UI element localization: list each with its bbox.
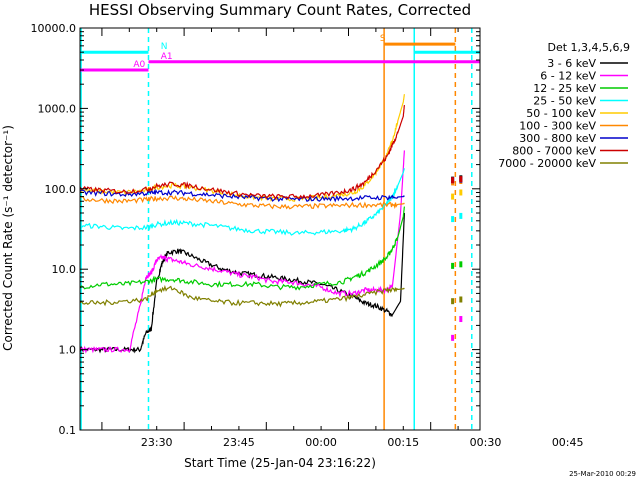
x-tick-label: 00:30	[470, 436, 502, 449]
flag-label: A1	[161, 52, 173, 62]
legend-label: 6 - 12 keV	[540, 70, 596, 83]
x-tick-label: 00:00	[305, 436, 337, 449]
post-gap-point	[459, 212, 463, 219]
series-line	[79, 168, 405, 236]
chart-title: HESSI Observing Summary Count Rates, Cor…	[89, 1, 471, 19]
legend-label: 7000 - 20000 keV	[498, 157, 596, 170]
post-gap-point	[459, 176, 463, 183]
flag-label: N	[161, 42, 168, 52]
legend-label: 12 - 25 keV	[533, 82, 596, 95]
series-line	[79, 105, 405, 200]
flag-label: S	[380, 34, 386, 44]
legend-label: 100 - 300 keV	[519, 120, 596, 133]
series-line	[79, 284, 405, 308]
series-line	[79, 206, 405, 291]
post-gap-point	[451, 216, 455, 223]
y-tick-label: 10000.0	[31, 22, 77, 35]
y-tick-label: 1.0	[59, 344, 77, 357]
post-gap-point	[459, 189, 463, 196]
plot-frame	[79, 27, 481, 431]
post-gap-point	[451, 177, 455, 184]
y-axis-label: Corrected Count Rate (s⁻¹ detector⁻¹)	[1, 125, 15, 351]
legend-label: 300 - 800 keV	[519, 132, 596, 145]
legend-label: 800 - 7000 keV	[512, 145, 596, 158]
y-tick-label: 10.0	[52, 263, 77, 276]
y-tick-label: 100.0	[45, 183, 77, 196]
y-tick-label: 1000.0	[38, 102, 77, 115]
legend-label: 25 - 50 keV	[533, 95, 596, 108]
x-tick-label: 00:15	[387, 436, 419, 449]
legend-label: 50 - 100 keV	[526, 107, 596, 120]
x-tick-label: 23:45	[223, 436, 255, 449]
x-axis-label: Start Time (25-Jan-04 23:16:22)	[184, 456, 376, 470]
series-line	[79, 195, 405, 210]
post-gap-point	[451, 262, 455, 269]
post-gap-point	[451, 193, 455, 200]
legend-label: 3 - 6 keV	[547, 57, 596, 70]
x-tick-label: 23:30	[141, 436, 173, 449]
y-tick-label: 0.1	[59, 424, 77, 437]
series-line	[79, 188, 405, 203]
series-lines	[79, 94, 463, 354]
series-line	[79, 94, 405, 202]
post-gap-point	[459, 316, 463, 323]
flag-label: A0	[133, 60, 145, 70]
post-gap-point	[459, 296, 463, 303]
footer-timestamp: 25-Mar-2010 00:29	[569, 470, 636, 478]
legend-title: Det 1,3,4,5,6,9	[547, 41, 630, 54]
post-gap-point	[451, 298, 455, 305]
post-gap-point	[459, 261, 463, 268]
axes: 0.1 1.0 10.0 100.0 1000.0 10000.0 23:30 23:45 00…	[31, 22, 584, 449]
post-gap-point	[451, 334, 455, 341]
vertical-markers	[80, 28, 473, 430]
flag-bars: N A0 A1 S	[80, 34, 480, 72]
x-tick-label: 00:45	[552, 436, 584, 449]
series-line	[80, 150, 405, 354]
